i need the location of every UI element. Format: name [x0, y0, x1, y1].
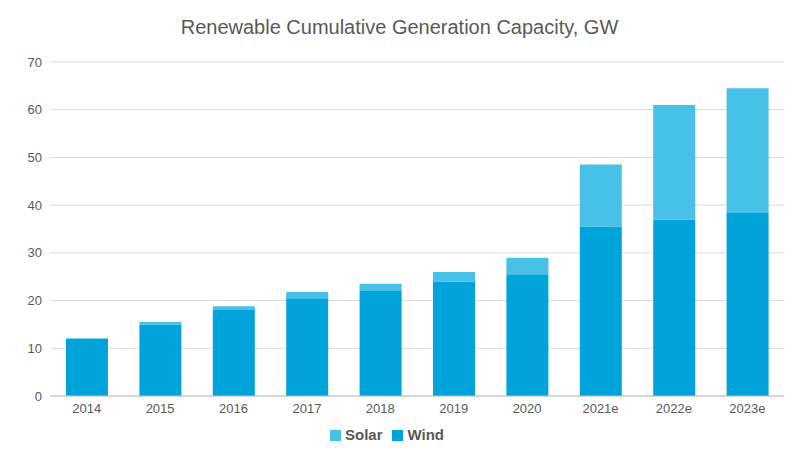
svg-text:2018: 2018	[366, 401, 395, 416]
svg-text:0: 0	[35, 389, 42, 404]
svg-text:50: 50	[28, 150, 42, 165]
svg-text:2022e: 2022e	[656, 401, 692, 416]
svg-text:2015: 2015	[146, 401, 175, 416]
html-text:Wind: Wind	[407, 426, 444, 443]
svg-text:2019: 2019	[439, 401, 468, 416]
svg-text:60: 60	[28, 102, 42, 117]
html-text:Renewable Cumulative Generatio: Renewable Cumulative Generation Capacity…	[180, 16, 619, 38]
svg-text:30: 30	[28, 245, 42, 260]
svg-text:2017: 2017	[292, 401, 321, 416]
svg-text:2021e: 2021e	[582, 401, 618, 416]
svg-text:70: 70	[28, 55, 42, 70]
svg-text:10: 10	[28, 341, 42, 356]
svg-text:2014: 2014	[72, 401, 101, 416]
svg-text:2016: 2016	[219, 401, 248, 416]
html-text:Solar: Solar	[345, 426, 383, 443]
svg-text:2020: 2020	[513, 401, 542, 416]
svg-text:20: 20	[28, 293, 42, 308]
svg-text:40: 40	[28, 198, 42, 213]
svg-text:2023e: 2023e	[729, 401, 765, 416]
